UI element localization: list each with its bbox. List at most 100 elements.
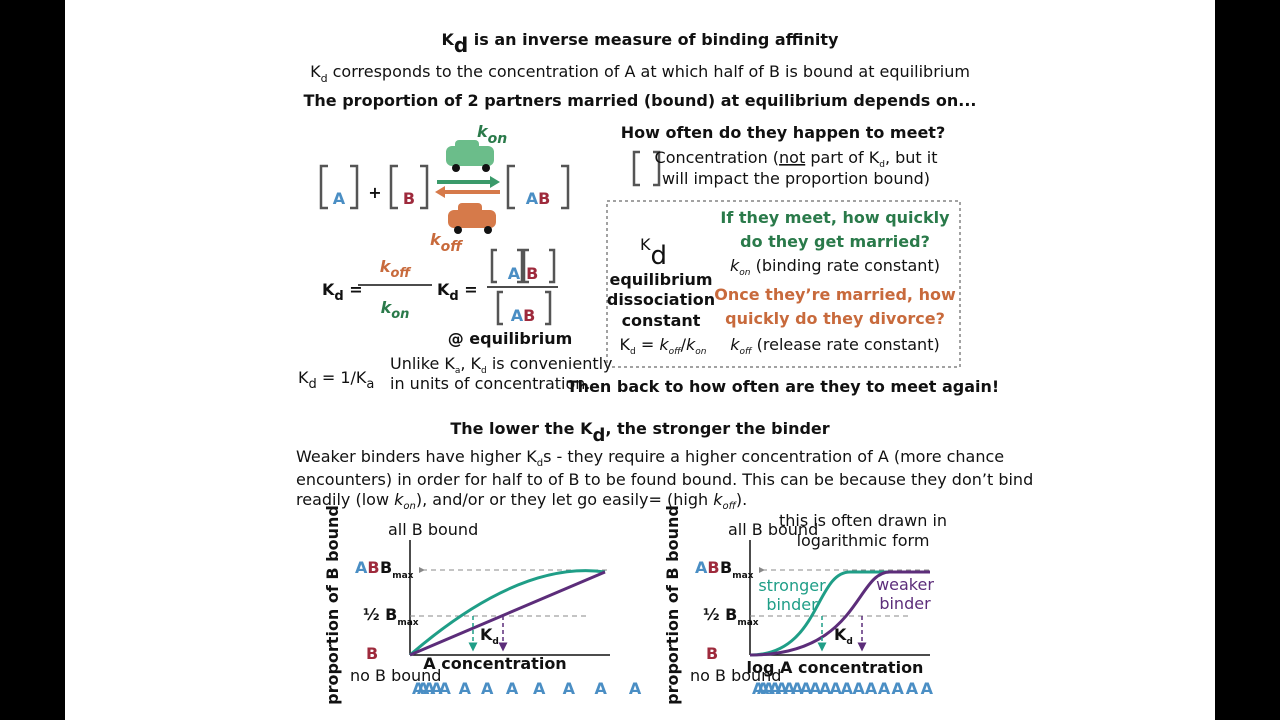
scale-letter-part: A [563, 679, 576, 698]
complex-ab-part: B [538, 189, 550, 208]
y-axis-label-part: proportion of B bound [663, 505, 682, 705]
kd-conc-lhs: Kd = [437, 280, 478, 304]
scale-letter: A [629, 679, 642, 698]
complex-ab: AB [526, 189, 551, 208]
kd-formula-part: k [659, 335, 669, 354]
top-label: all B bound [388, 520, 478, 539]
scale-letter-part: A [412, 679, 425, 698]
stronger-label: binder [766, 595, 818, 614]
kon-note-part: k [730, 256, 740, 275]
scale-letter: A [481, 679, 494, 698]
kon-label: kon [477, 122, 507, 147]
scale-letter-part: A [791, 679, 804, 698]
unlike-note: Unlike Ka, Kd is conveniently [390, 354, 613, 376]
scale-letter-part: A [921, 679, 934, 698]
ab-label-part: A [355, 558, 368, 577]
bmax-label: Bmax [720, 558, 754, 581]
arrowhead [490, 176, 500, 188]
equilibrium-note: @ equilibrium [448, 329, 573, 348]
kd-conc-num-part: A [508, 264, 521, 283]
scale-letter: A [439, 679, 452, 698]
scale-letter-part: A [757, 679, 770, 698]
b-label: B [366, 644, 378, 663]
bmax-label: Bmax [380, 558, 414, 581]
kon-label-part: k [477, 122, 489, 141]
paragraph-part: encounters) in order for half to of B to… [296, 470, 1033, 489]
kd-symbol: Kd [640, 235, 667, 271]
kd-conc-num-part: B [526, 264, 538, 283]
x-axis-label: log A concentration [747, 658, 924, 677]
kd-rate-lhs: Kd = [322, 280, 363, 304]
paragraph-part: k [713, 490, 723, 509]
scale-letter: A [776, 679, 789, 698]
log-note: logarithmic form [797, 531, 930, 550]
scale-letter-part: A [841, 679, 854, 698]
title: Kd is an inverse measure of binding affi… [442, 30, 840, 57]
top-label-part: all B bound [388, 520, 478, 539]
scale-letter: A [769, 679, 782, 698]
y-axis-label-part: proportion of B bound [323, 505, 342, 705]
kd-name: equilibrium [609, 270, 712, 289]
paragraph-part: off [722, 501, 737, 512]
bracket [319, 164, 359, 210]
kd-rate-den-part: k [381, 298, 393, 317]
kd-rate-num: koff [380, 257, 412, 281]
kd-formula: Kd = koff/kon [620, 335, 707, 357]
kd-ka-part: K [298, 368, 309, 387]
log-note-part: logarithmic form [797, 531, 930, 550]
subtitle-part: d [321, 72, 328, 85]
koff-note-part: k [730, 335, 740, 354]
kd-label-part: d [846, 637, 852, 647]
paragraph-part: s - they require a higher concentration … [543, 447, 1004, 466]
kd-ka: Kd = 1/Ka [298, 368, 374, 392]
scale-letter-part: A [776, 679, 789, 698]
paragraph-part: on [403, 501, 415, 512]
ab-label-part: B [367, 558, 379, 577]
scale-letter: A [783, 679, 796, 698]
divorce-question: quickly do they divorce? [725, 309, 945, 328]
scale-letter: A [757, 679, 770, 698]
scale-letter: A [800, 679, 813, 698]
paragraph: readily (low kon), and/or or they let go… [296, 490, 747, 512]
x-axis-label-part: log A concentration [747, 658, 924, 677]
kon-note-part: (binding rate constant) [751, 256, 940, 275]
title-part: is an inverse measure of binding affinit… [468, 30, 839, 49]
heading-part: , the stronger the binder [605, 419, 829, 438]
scale-letter-part: A [809, 679, 822, 698]
stronger-label-part: stronger [758, 576, 826, 595]
kd-symbol-part: K [640, 235, 651, 254]
divorce-question: Once they’re married, how [714, 285, 956, 304]
kd-label-part: d [492, 637, 498, 647]
stronger-label-part: binder [766, 595, 818, 614]
koff-label-part: k [430, 230, 442, 249]
scale-letter: A [412, 679, 425, 698]
scale-letter-part: A [830, 679, 843, 698]
kd-rate-den: kon [381, 298, 410, 322]
scale-letter-part: A [878, 679, 891, 698]
scale-letter-part: A [892, 679, 905, 698]
ab-label-part: A [695, 558, 708, 577]
b-label: B [706, 644, 718, 663]
scale-letter: A [533, 679, 546, 698]
subtitle: Kd corresponds to the concentration of A… [310, 62, 970, 85]
kon-note: kon (binding rate constant) [730, 256, 940, 278]
plus: + [368, 183, 381, 202]
koff-note-part: (release rate constant) [752, 335, 940, 354]
kd-ka-part: a [366, 377, 374, 392]
kd-ka-part: = 1/K [317, 368, 367, 387]
orange-car-part [484, 226, 492, 234]
kd-conc-den: AB [511, 306, 536, 325]
heading-part: The lower the K [450, 419, 593, 438]
scale-letter-part: A [752, 679, 765, 698]
graphs: proportion of B bound all B bound no B bou… [323, 505, 947, 705]
scale-letter: A [563, 679, 576, 698]
kd-formula-part: = [636, 335, 660, 354]
x-axis-label: A concentration [423, 654, 566, 673]
scale-letter: A [819, 679, 832, 698]
unlike-note-part: Unlike K [390, 354, 455, 373]
scale-letter: A [841, 679, 854, 698]
species-a: A [333, 189, 346, 208]
scale-letter-part: A [865, 679, 878, 698]
